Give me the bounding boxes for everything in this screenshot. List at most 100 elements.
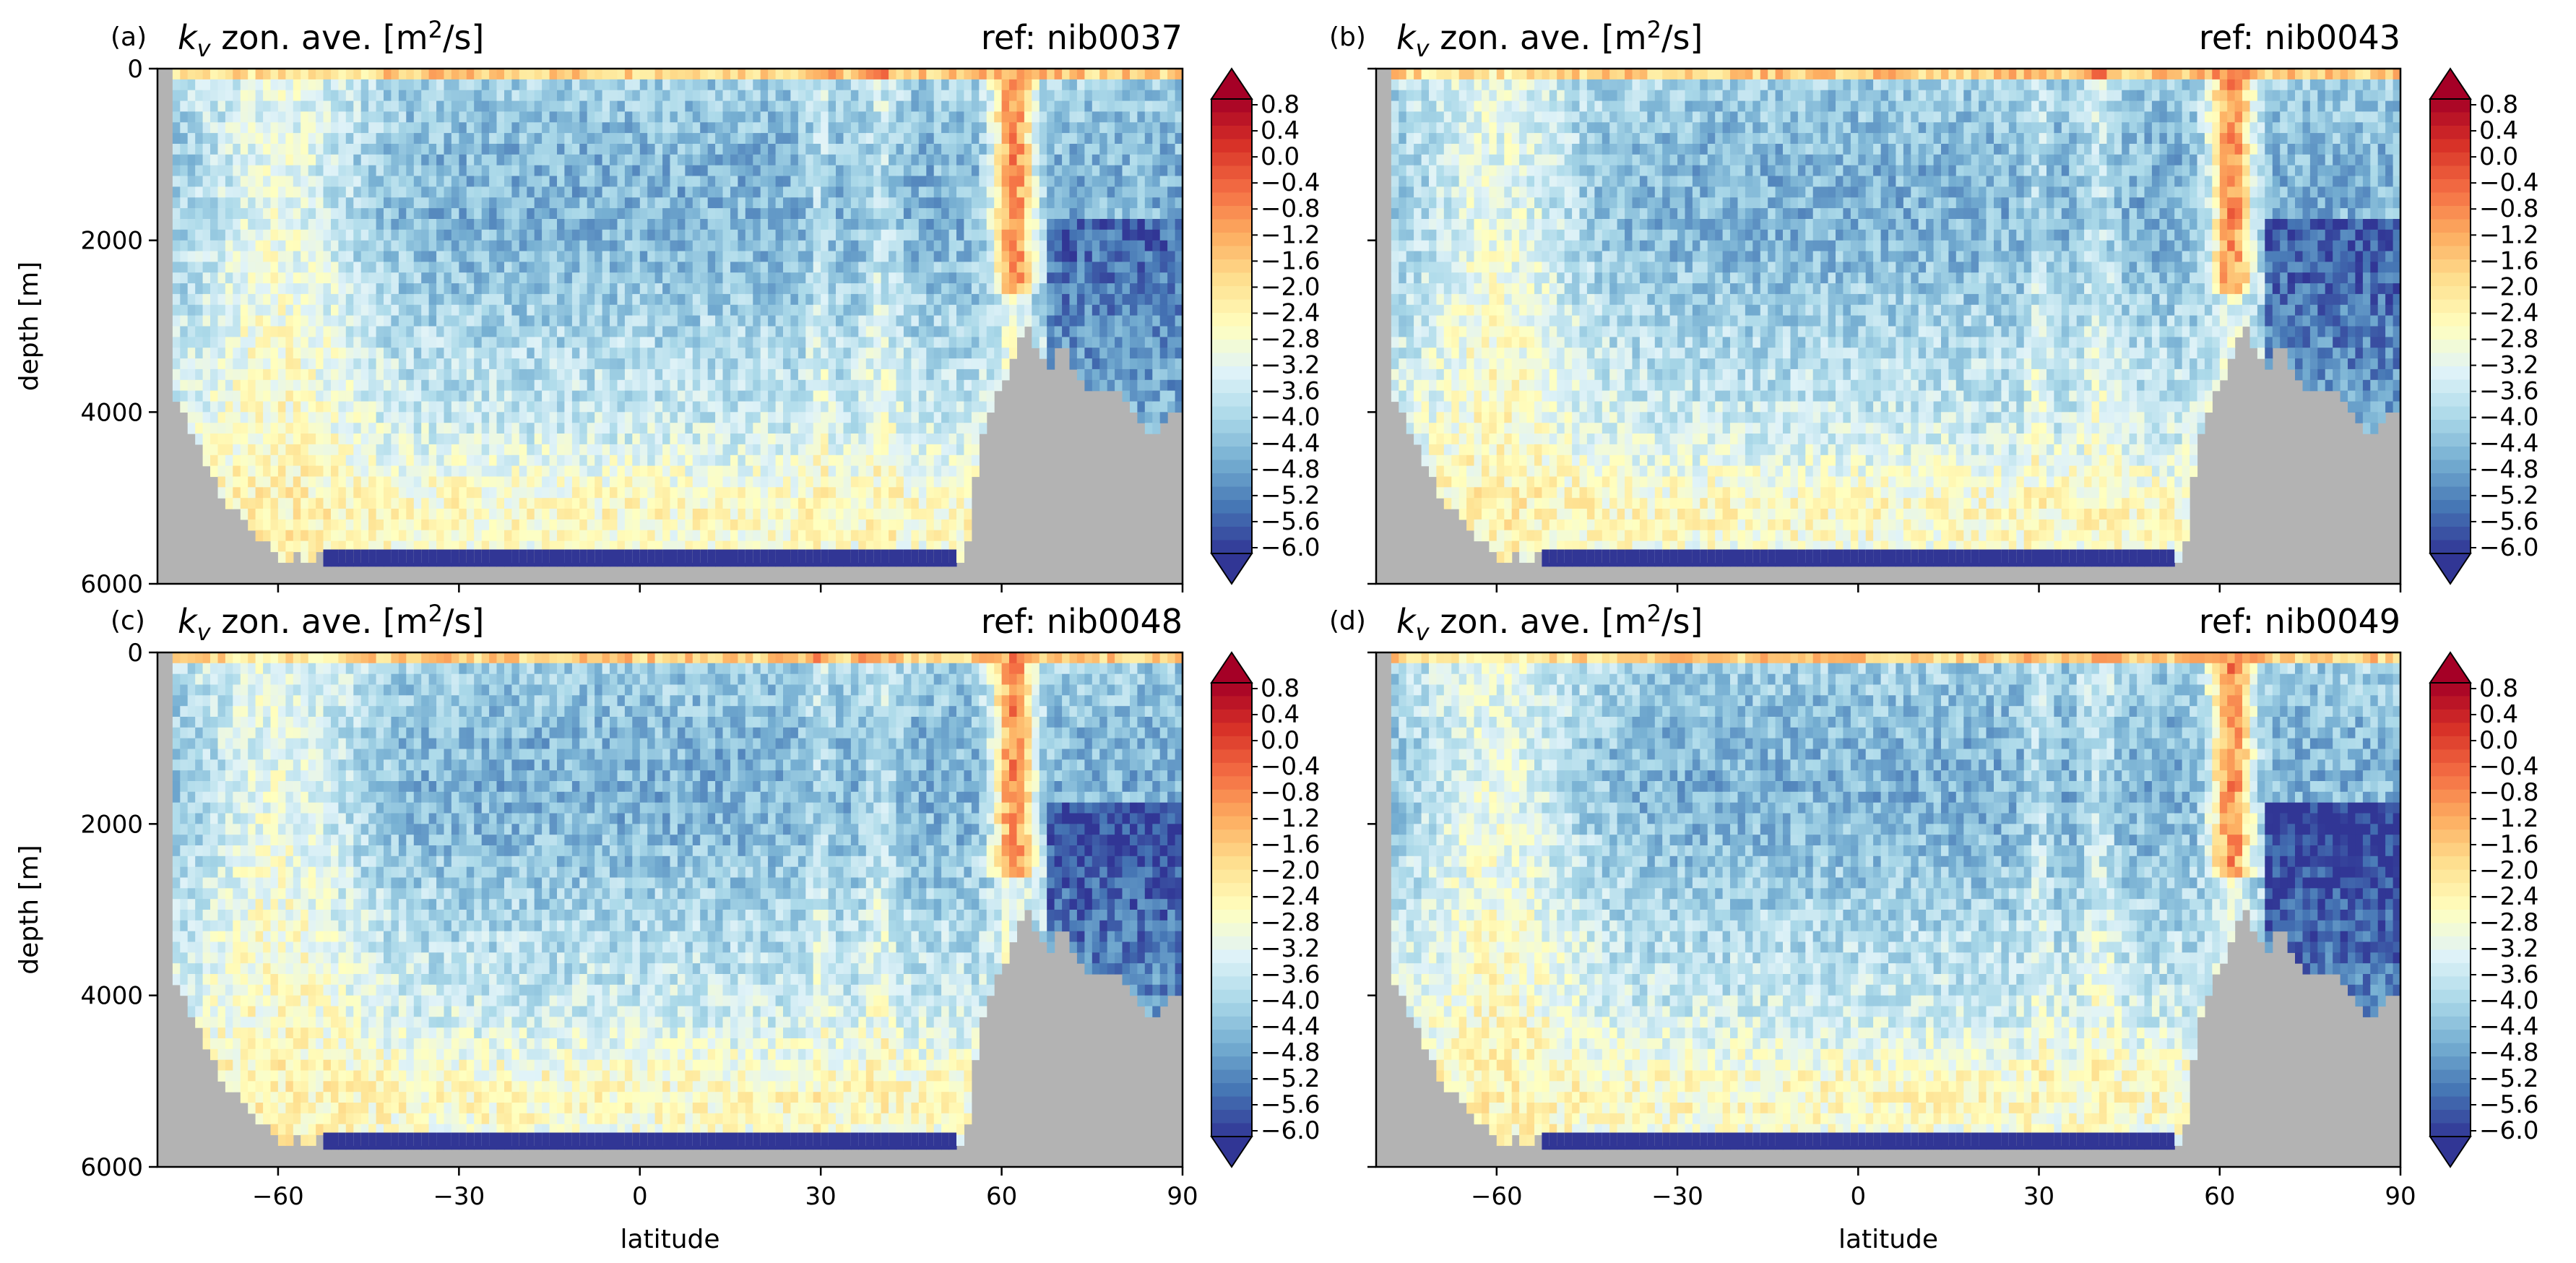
colorbar-tick-label: −1.6 [1261,246,1321,275]
colorbar-tick-label: −1.2 [2479,804,2539,833]
panel-title: kv zon. ave. [m2/s] [178,600,484,646]
colorbar-tick-label: −3.6 [1261,377,1321,406]
colorbar-tick-label: −3.6 [2479,960,2539,989]
colorbar-tick-label: −3.2 [1261,934,1321,963]
colorbar-tick-label: −4.4 [1261,1012,1321,1041]
y-tick-label: 0 [127,55,143,84]
colorbar: 0.80.40.0−0.4−0.8−1.2−1.6−2.0−2.4−2.8−3.… [2430,69,2539,584]
colorbar-tick-label: −4.4 [1261,429,1321,458]
colorbar-extend-min [1211,553,1252,584]
colorbar-tick-label: −5.2 [2479,1064,2539,1093]
x-tick-label: −30 [433,1182,485,1211]
colorbar-tick-label: −3.2 [2479,934,2539,963]
colorbar-tick-label: 0.4 [2479,116,2518,145]
x-tick-label: 0 [1850,1182,1866,1211]
colorbar: 0.80.40.0−0.4−0.8−1.2−1.6−2.0−2.4−2.8−3.… [1211,69,1321,584]
colorbar-tick-label: −2.8 [1261,325,1321,354]
panel-2: (b) kv zon. ave. [m2/s] ref: nib00430.80.4… [1329,16,2539,592]
colorbar-tick-label: 0.8 [2479,674,2518,703]
colorbar-tick-label: −2.8 [2479,325,2539,354]
colorbar-tick-label: −2.4 [2479,298,2539,327]
colorbar-tick-label: −2.0 [2479,272,2539,301]
colorbar-tick-label: −6.0 [1261,1116,1321,1145]
colorbar-tick-label: −2.0 [1261,856,1321,885]
colorbar-tick-label: 0.8 [1261,674,1300,703]
colorbar-extend-max [1211,652,1252,683]
panel-letter: (a) [111,22,147,52]
y-tick-label: 2000 [80,227,143,256]
x-axis-label: latitude [1838,1225,1938,1254]
colorbar-tick-label: 0.0 [2479,142,2518,171]
x-tick-label: −30 [1651,1182,1703,1211]
colorbar-extend-min [2430,1137,2471,1167]
y-tick-label: 2000 [80,810,143,839]
colorbar-tick-label: −4.4 [2479,1012,2539,1041]
colorbar-tick-label: 0.0 [2479,726,2518,755]
colorbar-tick-label: −2.0 [2479,856,2539,885]
colorbar-extend-min [2430,553,2471,584]
colorbar-tick-label: −4.0 [1261,986,1321,1015]
x-tick-label: 60 [2204,1182,2235,1211]
colorbar-tick-label: 0.4 [1261,700,1300,729]
colorbar-tick-label: −0.4 [1261,752,1321,781]
colorbar-tick-label: 0.8 [1261,90,1300,119]
colorbar-extend-max [2430,69,2471,99]
colorbar-tick-label: −0.4 [2479,168,2539,197]
colorbar-tick-label: −5.6 [2479,1090,2539,1119]
ref-label: ref: nib0037 [981,18,1183,57]
colorbar: 0.80.40.0−0.4−0.8−1.2−1.6−2.0−2.4−2.8−3.… [2430,652,2539,1167]
colorbar-extend-max [2430,652,2471,683]
colorbar-extend-min [1211,1137,1252,1167]
colorbar-tick-label: −4.8 [1261,1038,1321,1067]
y-axis-label: depth [m] [14,845,44,974]
colorbar-tick-label: −2.4 [2479,882,2539,911]
colorbar-tick-label: −4.8 [1261,455,1321,484]
colorbar-tick-label: −0.8 [1261,194,1321,223]
colorbar-tick-label: −6.0 [2479,1116,2539,1145]
colorbar-tick-label: −2.4 [1261,298,1321,327]
colorbar-tick-label: 0.8 [2479,90,2518,119]
colorbar-tick-label: −0.4 [1261,168,1321,197]
colorbar-tick-label: 0.0 [1261,142,1300,171]
colorbar: 0.80.40.0−0.4−0.8−1.2−1.6−2.0−2.4−2.8−3.… [1211,652,1321,1167]
x-tick-label: 30 [2023,1182,2054,1211]
colorbar-tick-label: −4.0 [2479,403,2539,432]
ref-label: ref: nib0048 [981,602,1183,641]
y-tick-label: 0 [127,639,143,668]
colorbar-extend-max [1211,69,1252,99]
ref-label: ref: nib0043 [2199,18,2400,57]
colorbar-tick-label: −2.0 [1261,272,1321,301]
colorbar-tick-label: −5.6 [1261,1090,1321,1119]
colorbar-tick-label: −5.2 [1261,481,1321,510]
y-tick-label: 4000 [80,982,143,1011]
colorbar-tick-label: −3.2 [2479,351,2539,380]
ref-label: ref: nib0049 [2199,602,2400,641]
colorbar-tick-label: −3.6 [1261,960,1321,989]
colorbar-tick-label: −1.2 [1261,220,1321,249]
colorbar-tick-label: −2.8 [2479,908,2539,937]
colorbar-tick-label: −6.0 [1261,533,1321,562]
x-tick-label: 90 [2385,1182,2416,1211]
colorbar-tick-label: −1.6 [1261,830,1321,859]
x-axis-label: latitude [620,1225,719,1254]
colorbar-tick-label: 0.4 [1261,116,1300,145]
colorbar-tick-label: −2.4 [1261,882,1321,911]
x-tick-label: 90 [1167,1182,1198,1211]
colorbar-tick-label: −4.4 [2479,429,2539,458]
x-tick-label: −60 [252,1182,304,1211]
colorbar-tick-label: −5.6 [1261,507,1321,536]
panel-title: kv zon. ave. [m2/s] [1396,600,1703,646]
colorbar-tick-label: −5.2 [2479,481,2539,510]
colorbar-tick-label: 0.0 [1261,726,1300,755]
y-tick-label: 4000 [80,398,143,427]
x-tick-label: −60 [1471,1182,1523,1211]
x-tick-label: 0 [632,1182,648,1211]
y-axis-label: depth [m] [14,262,44,391]
colorbar-tick-label: −3.2 [1261,351,1321,380]
panel-letter: (b) [1329,22,1366,52]
colorbar-tick-label: −4.8 [2479,1038,2539,1067]
colorbar-tick-label: −1.6 [2479,830,2539,859]
